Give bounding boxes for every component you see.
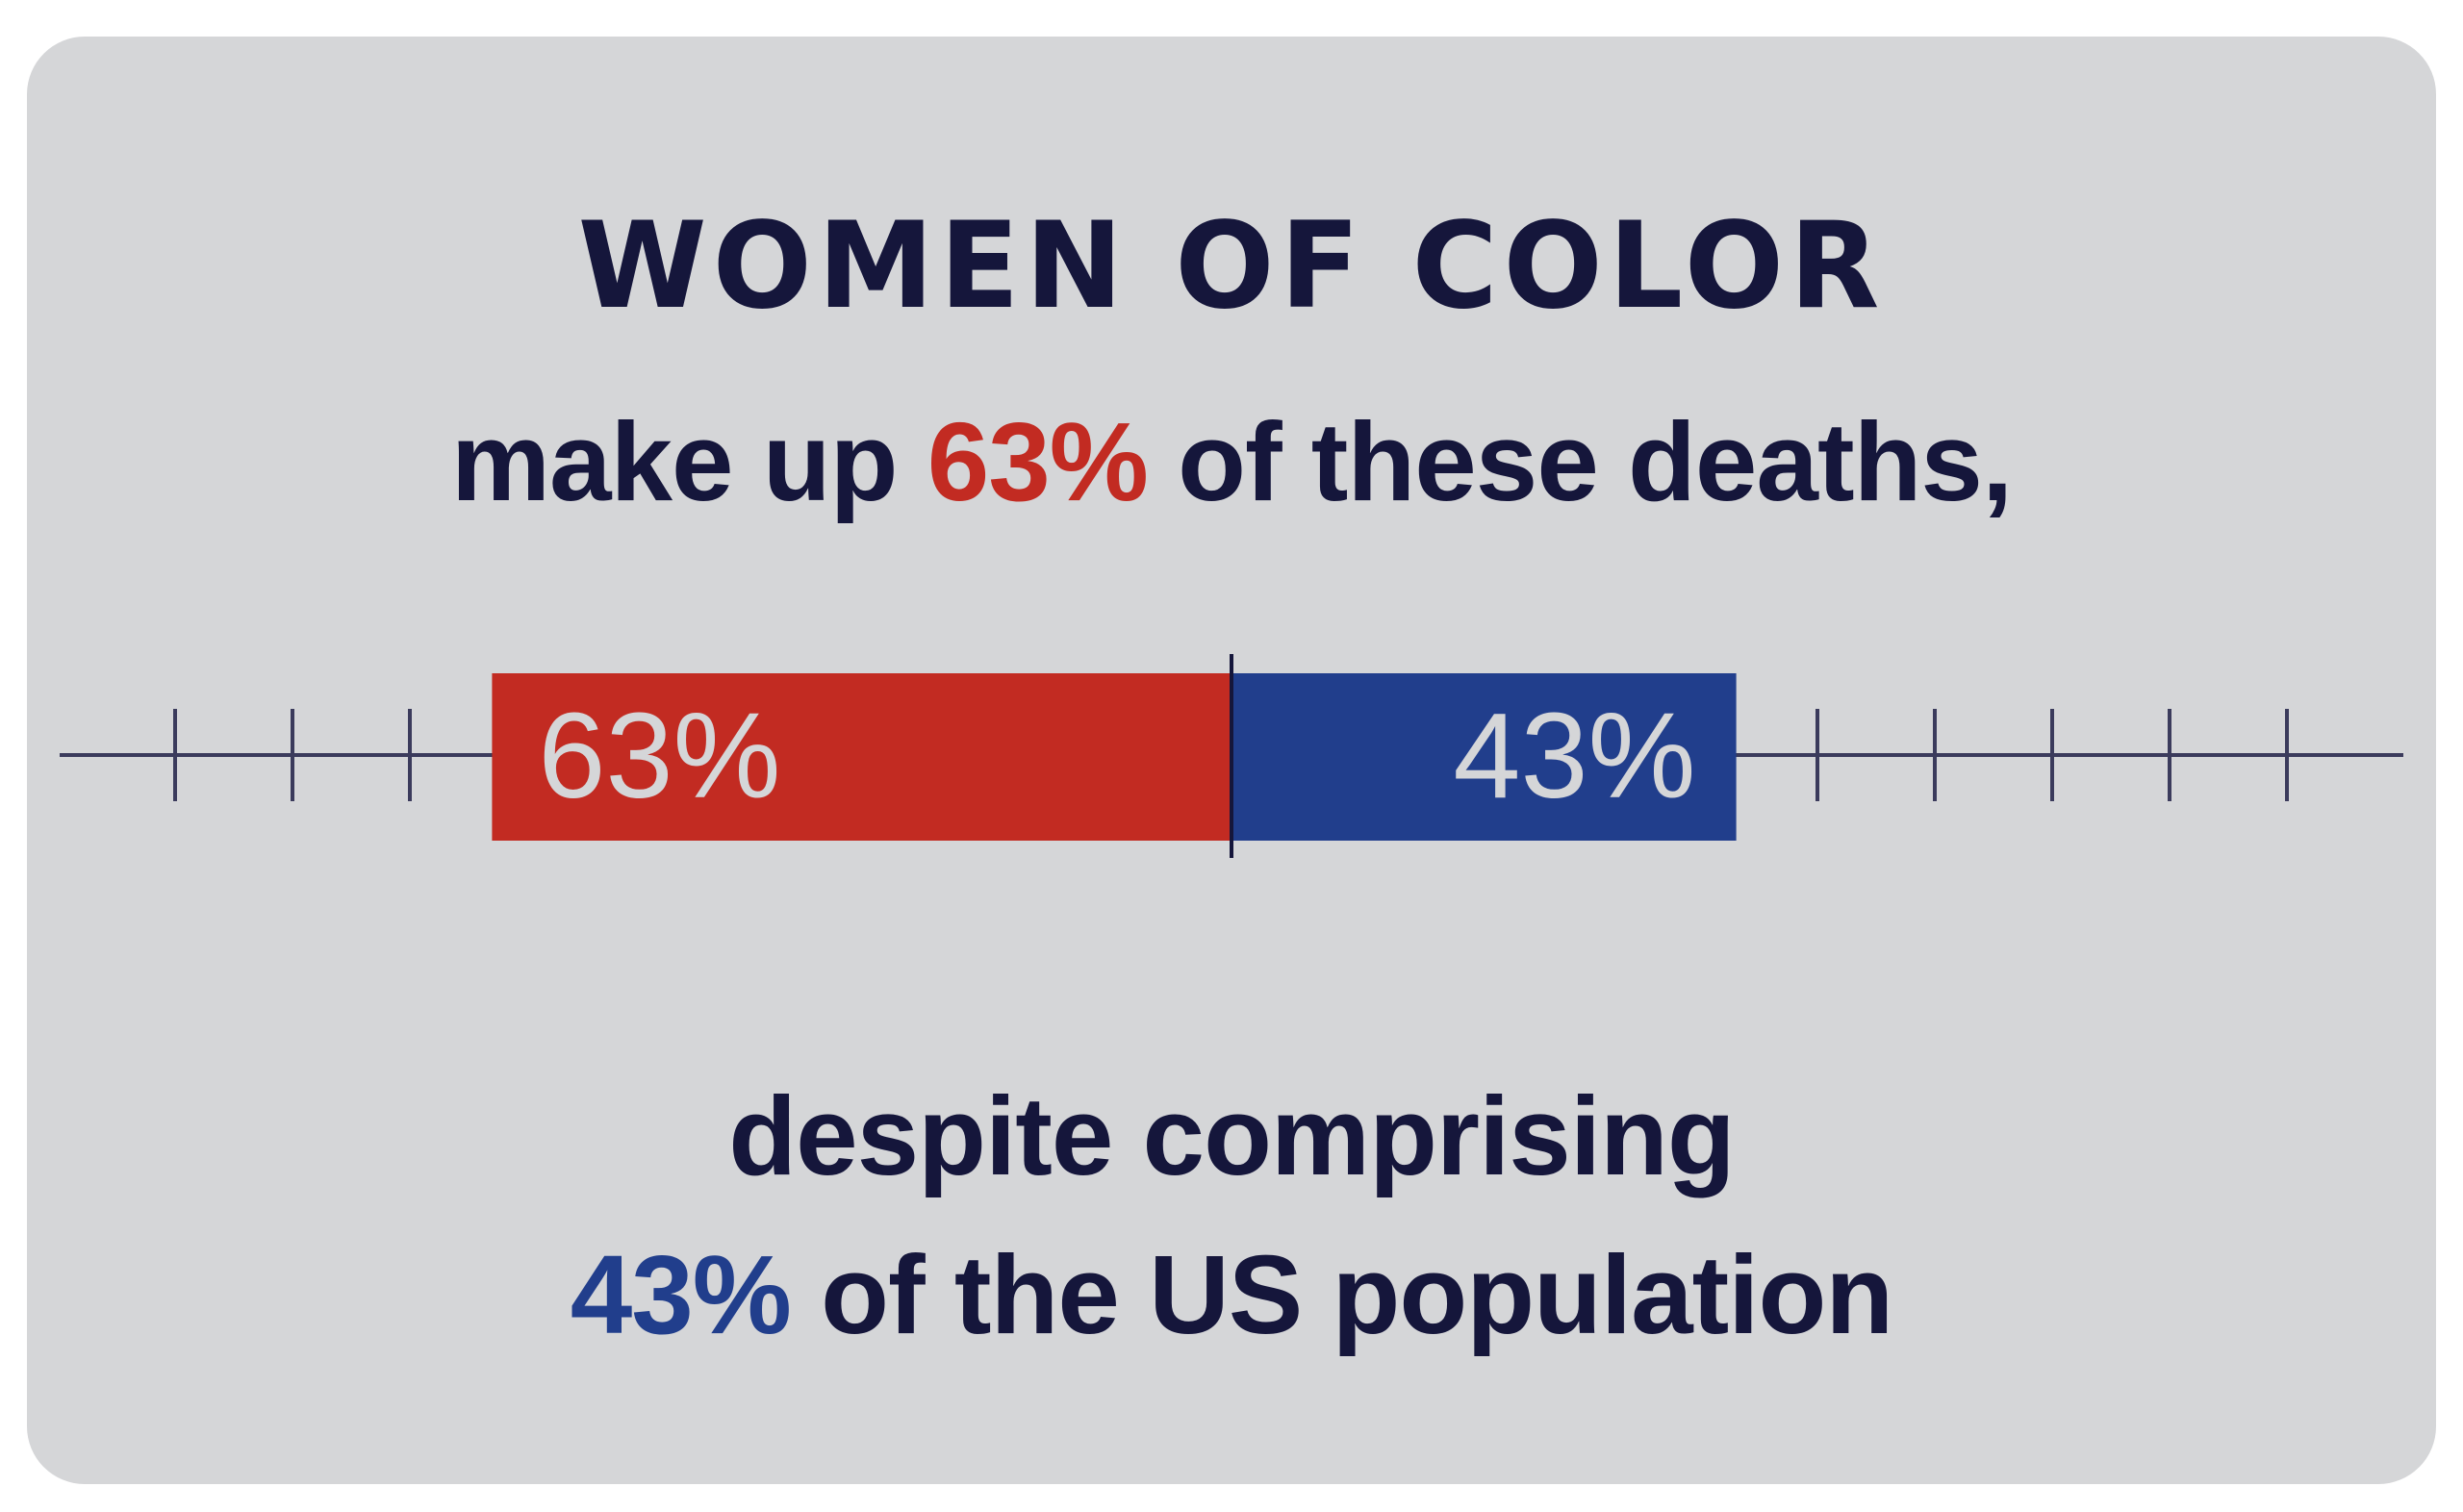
headline-deaths-line: make up 63% of these deaths, [27,406,2436,517]
deaths-suffix: of these deaths, [1147,399,2013,524]
bar-label-population: 43% [1453,688,1695,823]
bar-label-deaths: 63% [538,688,780,823]
population-suffix: of the US population [790,1232,1893,1357]
deaths-prefix: make up [450,399,927,524]
headline-despite-line: despite comprising [728,1073,1736,1198]
infographic-card: WOMEN OF COLOR make up 63% of these deat… [27,37,2436,1484]
deaths-percent: 63% [927,399,1149,524]
bar-deaths [492,673,1232,841]
population-percent: 43% [570,1232,792,1357]
headline-population-line: 43% of the US population [27,1239,2436,1350]
bar-population [1232,673,1737,841]
headline-title: WOMEN OF COLOR [577,197,1886,336]
